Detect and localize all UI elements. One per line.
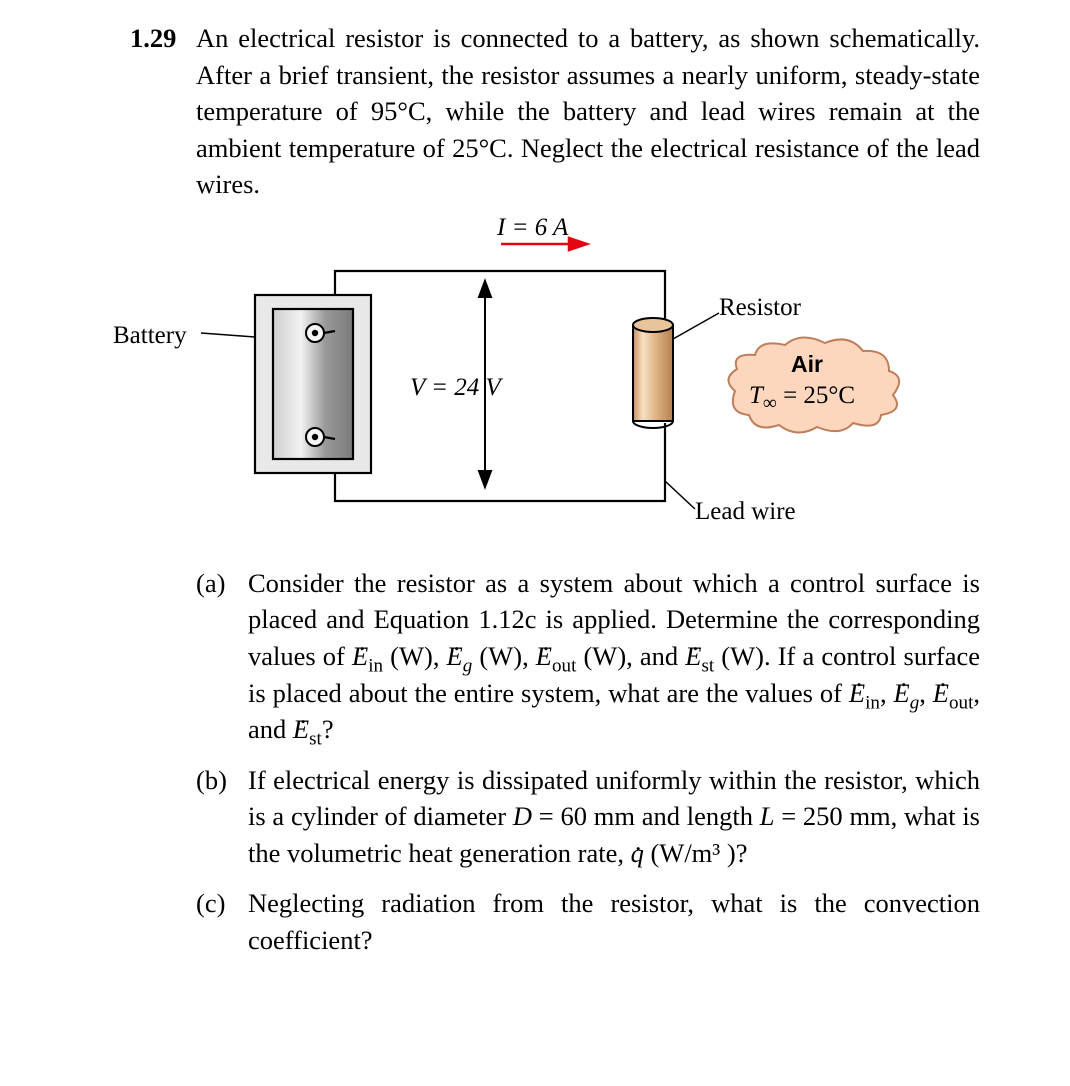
a-t2: , and <box>626 641 685 671</box>
leadwire-label: Lead wire <box>695 495 796 530</box>
Eout-2: E <box>933 675 949 712</box>
problem-statement: An electrical resistor is connected to a… <box>196 20 980 203</box>
tinf-label: T∞ = 25°C <box>749 379 855 414</box>
b-D: D <box>513 801 532 831</box>
b-Deq: = 60 mm and length <box>532 801 760 831</box>
problem-parts: (a) Consider the resistor as a system ab… <box>196 565 980 959</box>
b-q: q <box>631 835 644 872</box>
st-sub-2: st <box>309 728 322 749</box>
Ein-2: E <box>849 675 865 712</box>
resistor-label: Resistor <box>719 291 801 326</box>
Ein-1: E <box>352 638 368 675</box>
current-text: I = 6 A <box>497 214 568 241</box>
problem-number: 1.29 <box>130 20 196 203</box>
st-sub-1: st <box>701 655 714 676</box>
part-c-text: Neglecting radiation from the resistor, … <box>248 885 980 958</box>
b-units: (W/m³ )? <box>644 838 748 868</box>
leadwire-pointer <box>665 481 695 509</box>
Est-2: E <box>293 711 309 748</box>
part-a-label: (a) <box>196 565 248 748</box>
circuit-figure: Battery I = 6 A V = 24 V Resistor Air T∞… <box>135 211 975 551</box>
part-b-label: (b) <box>196 762 248 872</box>
w4: (W) <box>714 641 764 671</box>
part-c: (c) Neglecting radiation from the resist… <box>196 885 980 958</box>
s1: , <box>433 641 447 671</box>
voltage-label: V = 24 V <box>410 371 501 406</box>
g-sub-2: g <box>910 692 920 713</box>
tinf-T: T <box>749 382 763 409</box>
w1: (W) <box>383 641 433 671</box>
s3: , <box>880 678 894 708</box>
battery-pointer <box>201 333 255 337</box>
part-b: (b) If electrical energy is dissipated u… <box>196 762 980 872</box>
part-b-text: If electrical energy is dissipated unifo… <box>248 762 980 872</box>
battery-label: Battery <box>113 319 187 354</box>
tinf-val: = 25°C <box>777 382 855 409</box>
air-label: Air <box>791 349 823 381</box>
b-L: L <box>760 801 775 831</box>
part-c-label: (c) <box>196 885 248 958</box>
Eout-1: E <box>536 638 552 675</box>
g-sub-1: g <box>463 655 473 676</box>
resistor-pointer <box>673 313 719 339</box>
out-sub-2: out <box>949 692 973 713</box>
part-a-text: Consider the resistor as a system about … <box>248 565 980 748</box>
s4: , <box>919 678 933 708</box>
s2: , <box>522 641 536 671</box>
a-t5: ? <box>322 714 334 744</box>
page: 1.29 An electrical resistor is connected… <box>0 0 1070 1086</box>
Est-1: E <box>685 638 701 675</box>
resistor-shape <box>633 318 673 428</box>
Eg-2: E <box>894 675 910 712</box>
out-sub-1: out <box>552 655 576 676</box>
current-label: I = 6 A <box>497 211 568 246</box>
part-a: (a) Consider the resistor as a system ab… <box>196 565 980 748</box>
problem-header: 1.29 An electrical resistor is connected… <box>130 20 980 203</box>
in-sub-2: in <box>865 692 880 713</box>
w3: (W) <box>576 641 626 671</box>
w2: (W) <box>472 641 522 671</box>
Eg-1: E <box>447 638 463 675</box>
in-sub-1: in <box>368 655 383 676</box>
voltage-text: V = 24 V <box>410 374 501 401</box>
